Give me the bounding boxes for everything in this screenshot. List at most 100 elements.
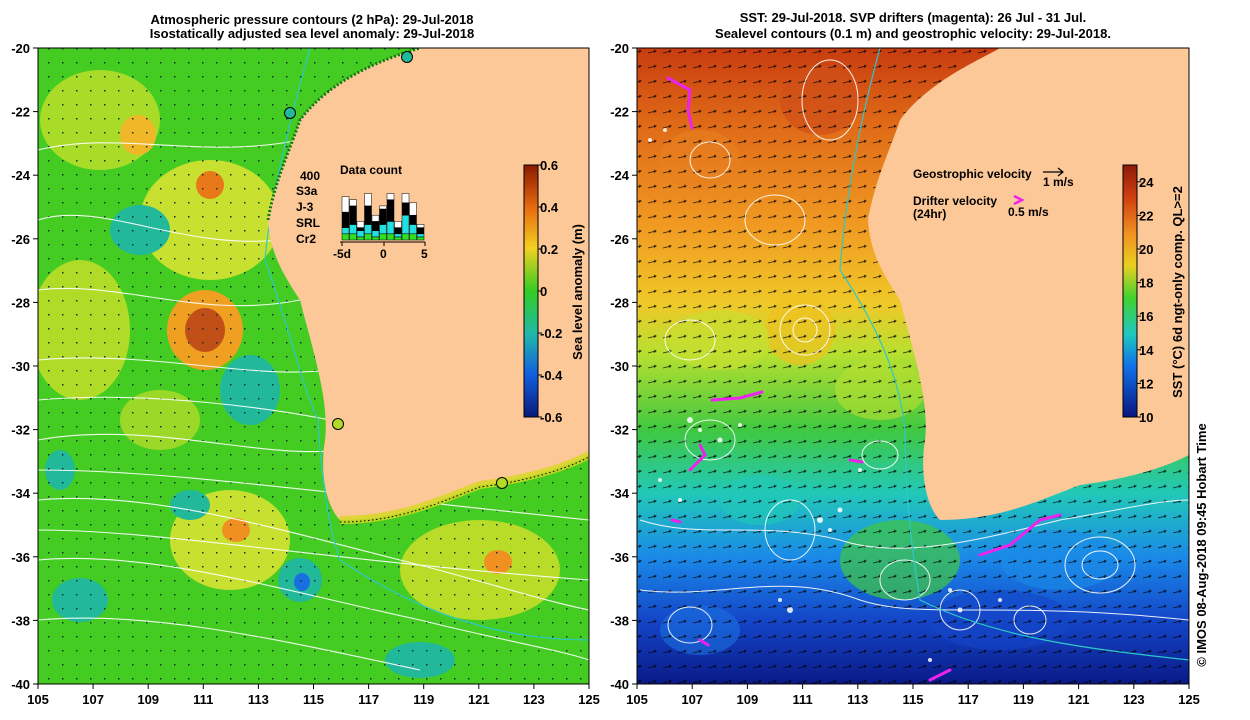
lat-tick-label: -24	[610, 168, 630, 183]
data-count-bar-segment	[364, 224, 372, 235]
lon-tick-label: 121	[468, 692, 490, 707]
data-count-bar-segment	[409, 202, 417, 216]
colorbar-tick-label: 14	[1139, 343, 1154, 358]
colorbar-tick-label: -0.2	[540, 326, 562, 341]
lon-tick-label: 105	[27, 692, 49, 707]
australia-land	[268, 48, 589, 520]
drifter-tracks	[666, 76, 1062, 682]
lat-tick-label: -40	[610, 677, 629, 692]
lon-tick-label: 119	[1013, 692, 1034, 707]
data-count-bar-segment	[394, 221, 402, 228]
colorbar-tick-label: 18	[1139, 276, 1153, 291]
colorbar-tick-label: 16	[1139, 309, 1153, 324]
ssha-field	[38, 48, 589, 684]
data-count-tick-5: 5	[421, 247, 428, 261]
lon-tick-label: 111	[792, 692, 812, 707]
tide-gauge-marker	[284, 107, 296, 119]
lat-tick-label: -34	[610, 486, 630, 501]
data-count-bar-segment	[349, 233, 357, 241]
right-lat-axis: -20 -22 -24 -26 -28 -30 -32 -34 -36 -38 -40	[610, 41, 637, 692]
lon-tick-label: 125	[1178, 692, 1200, 707]
lon-tick-label: 117	[958, 692, 979, 707]
lon-tick-label: 115	[303, 692, 324, 707]
right-title-line2: Sealevel contours (0.1 m) and geostrophi…	[715, 26, 1111, 41]
data-count-bar-segment	[356, 230, 365, 238]
data-count-bar-segment	[394, 227, 402, 235]
colorbar-tick-label: 0	[540, 284, 547, 299]
data-count-legend-srl: SRL	[296, 216, 320, 230]
colorbar-tick-label: 12	[1139, 376, 1153, 391]
lon-tick-label: 117	[358, 692, 379, 707]
data-count-bar-segment	[416, 224, 425, 228]
data-count-bar-segment	[386, 193, 395, 200]
tide-gauge-marker	[496, 477, 508, 489]
drifter-velocity-sub: (24hr)	[913, 207, 946, 221]
geo-velocity-scale: 1 m/s	[1043, 175, 1074, 189]
lat-tick-label: -38	[11, 613, 30, 628]
data-count-bar-segment	[341, 233, 350, 241]
left-title-line2: Isostatically adjusted sea level anomaly…	[150, 26, 474, 41]
data-count-bar-segment	[349, 205, 357, 225]
data-count-bar-segment	[364, 233, 372, 241]
velocity-legend: Geostrophic velocity 1 m/s Drifter veloc…	[913, 167, 1074, 221]
data-count-inset: 400 Data count S3a J-3 SRL Cr2 -5d 0 5	[296, 163, 428, 261]
ssha-colorbar-label: Sea level anomaly (m)	[570, 224, 585, 360]
data-count-bar-segment	[386, 199, 395, 222]
data-count-bar-segment	[364, 193, 372, 207]
data-count-bar-segment	[371, 214, 380, 222]
data-count-bar-segment	[349, 224, 357, 235]
imos-credit: © IMOS 08-Aug-2018 09:45 Hobart Time	[1194, 423, 1209, 666]
geo-velocity-arrow-icon	[1043, 167, 1064, 177]
data-count-tick-minus5: -5d	[333, 247, 351, 261]
data-count-max-label: 400	[300, 169, 320, 183]
data-count-bar-segment	[356, 221, 365, 228]
data-count-legend-s3a: S3a	[296, 184, 318, 198]
tide-gauge-marker	[332, 418, 344, 430]
lat-tick-label: -34	[11, 486, 31, 501]
data-count-bar-segment	[401, 233, 410, 241]
data-count-bars	[341, 193, 425, 241]
colorbar-tick-label: 20	[1139, 242, 1153, 257]
data-count-bar-segment	[416, 227, 425, 235]
data-count-bar-segment	[379, 233, 387, 241]
data-count-legend-j3: J-3	[296, 200, 314, 214]
data-count-bar-segment	[341, 196, 350, 213]
lon-tick-label: 105	[626, 692, 648, 707]
data-count-bar-segment	[379, 224, 387, 235]
data-count-legend-cr2: Cr2	[296, 232, 316, 246]
lat-tick-label: -20	[11, 41, 30, 56]
right-lon-axis: 105 107 109 111 113 115 117 119 121 123 125	[626, 684, 1200, 707]
lat-tick-label: -38	[610, 613, 629, 628]
lat-tick-label: -32	[11, 423, 30, 438]
data-count-bar-segment	[371, 236, 380, 241]
australia-land-right	[868, 48, 1189, 520]
lat-tick-label: -24	[11, 168, 31, 183]
ssha-colorbar: 0.6 0.4 0.2 0 -0.2 -0.4 -0.6 Sea level anomaly…	[523, 158, 585, 425]
data-count-bar-segment	[364, 205, 372, 225]
lon-tick-label: 109	[137, 692, 159, 707]
lat-tick-label: -26	[610, 232, 629, 247]
lon-tick-label: 123	[1123, 692, 1145, 707]
data-count-bar-segment	[409, 214, 417, 225]
lat-tick-label: -20	[610, 41, 629, 56]
colorbar-tick-label: -0.4	[540, 368, 563, 383]
lon-tick-label: 123	[523, 692, 545, 707]
lon-tick-label: 107	[82, 692, 104, 707]
lat-tick-label: -36	[610, 550, 629, 565]
data-count-bar-segment	[379, 205, 387, 210]
lat-tick-label: -40	[11, 677, 30, 692]
lat-tick-label: -28	[11, 295, 30, 310]
data-count-bar-segment	[394, 236, 402, 241]
left-title-line1: Atmospheric pressure contours (2 hPa): 2…	[151, 12, 474, 27]
data-count-bar-segment	[394, 233, 402, 238]
sst-colorbar-label: SST (°C) 6d ngt-only comp. QL>=2	[1170, 186, 1185, 398]
tide-gauge-marker	[401, 51, 413, 63]
left-lat-axis: -20 -22 -24 -26 -28 -30 -32 -34 -36 -38 -40	[11, 41, 38, 692]
lon-tick-label: 119	[413, 692, 434, 707]
left-lon-axis: 105 107 109 111 113 115 117 119 121 123 125	[27, 684, 600, 707]
data-count-bar-segment	[341, 227, 350, 235]
lon-tick-label: 109	[737, 692, 759, 707]
drifter-velocity-label: Drifter velocity	[913, 194, 997, 208]
data-count-bar-segment	[371, 221, 380, 231]
data-count-bar-segment	[416, 236, 425, 241]
